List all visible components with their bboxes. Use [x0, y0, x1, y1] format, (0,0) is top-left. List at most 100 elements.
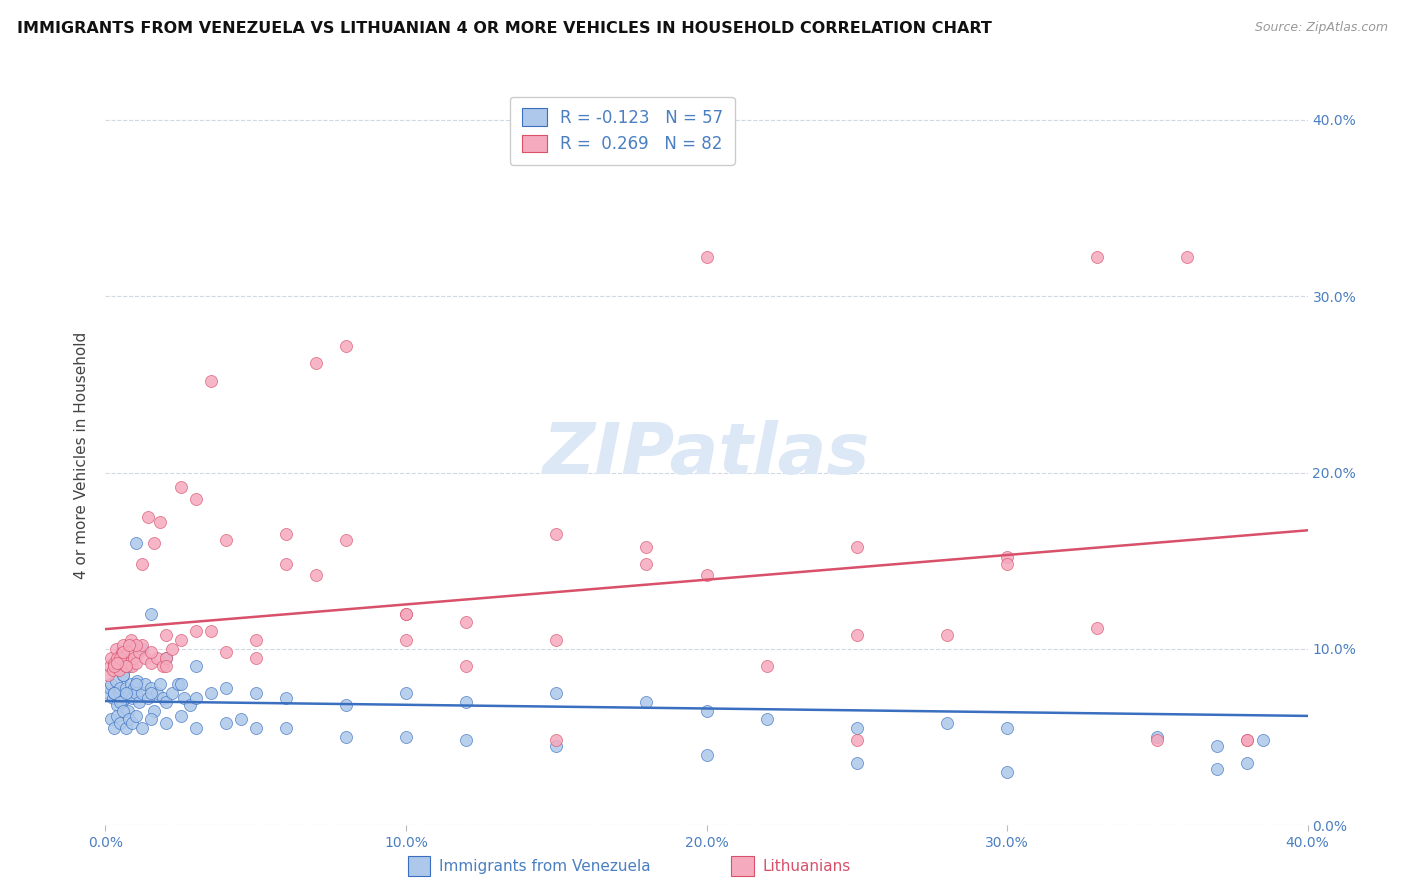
Point: [696, 567, 718, 582]
Point: [134, 677, 156, 691]
Point: [100, 712, 122, 726]
Point: [97, 668, 120, 682]
Point: [115, 721, 138, 735]
Point: [110, 650, 132, 665]
Point: [134, 650, 156, 665]
Point: [104, 641, 127, 656]
Point: [110, 681, 132, 695]
Point: [124, 536, 146, 550]
Point: [136, 691, 159, 706]
Point: [155, 659, 177, 673]
Point: [124, 638, 146, 652]
Point: [995, 558, 1018, 572]
Point: [184, 691, 207, 706]
Point: [1206, 739, 1229, 753]
Point: [1251, 733, 1274, 747]
Point: [1236, 733, 1258, 747]
Point: [305, 567, 328, 582]
Text: IMMIGRANTS FROM VENEZUELA VS LITHUANIAN 4 OR MORE VEHICLES IN HOUSEHOLD CORRELAT: IMMIGRANTS FROM VENEZUELA VS LITHUANIAN …: [17, 21, 991, 37]
Point: [245, 686, 267, 700]
Point: [1085, 251, 1108, 265]
Point: [245, 633, 267, 648]
Point: [103, 721, 125, 735]
Point: [845, 733, 868, 747]
Point: [118, 656, 141, 670]
Point: [845, 756, 868, 771]
Point: [121, 659, 143, 673]
Point: [173, 691, 195, 706]
Point: [395, 633, 418, 648]
Point: [179, 698, 201, 713]
Point: [118, 659, 141, 673]
Point: [1177, 251, 1199, 265]
Point: [696, 251, 718, 265]
Point: [214, 645, 236, 659]
Point: [100, 677, 122, 691]
Point: [114, 691, 136, 706]
Point: [131, 641, 153, 656]
Point: [305, 356, 328, 370]
Point: [1146, 730, 1168, 744]
Point: [696, 747, 718, 762]
Point: [169, 480, 191, 494]
Point: [107, 708, 129, 723]
Point: [200, 686, 222, 700]
Point: [636, 558, 658, 572]
Point: [115, 686, 138, 700]
Point: [274, 691, 297, 706]
Point: [111, 695, 134, 709]
Point: [118, 712, 141, 726]
Point: [103, 656, 125, 670]
Point: [139, 656, 162, 670]
Point: [995, 550, 1018, 565]
Point: [184, 721, 207, 735]
Point: [456, 659, 478, 673]
Point: [103, 686, 125, 700]
Point: [546, 527, 568, 541]
Point: [169, 708, 191, 723]
Point: [117, 704, 139, 718]
Point: [107, 650, 129, 665]
Point: [169, 677, 191, 691]
Point: [100, 650, 122, 665]
Point: [456, 733, 478, 747]
Point: [122, 650, 145, 665]
Point: [112, 668, 135, 682]
Point: [456, 615, 478, 630]
Point: [136, 509, 159, 524]
Point: [124, 656, 146, 670]
Point: [1146, 733, 1168, 747]
Text: Lithuanians: Lithuanians: [762, 859, 851, 873]
Point: [112, 704, 135, 718]
Point: [115, 681, 138, 695]
Point: [755, 659, 778, 673]
Point: [845, 628, 868, 642]
Point: [115, 659, 138, 673]
Point: [845, 721, 868, 735]
Point: [101, 691, 124, 706]
Point: [274, 558, 297, 572]
Point: [546, 633, 568, 648]
Point: [120, 633, 142, 648]
Point: [169, 633, 191, 648]
Point: [128, 695, 150, 709]
Point: [696, 704, 718, 718]
Point: [148, 515, 170, 529]
Point: [142, 704, 165, 718]
Point: [121, 691, 143, 706]
Point: [104, 673, 127, 688]
Point: [110, 715, 132, 730]
Point: [103, 659, 125, 673]
Point: [115, 659, 138, 673]
Point: [995, 721, 1018, 735]
Point: [145, 686, 167, 700]
Point: [139, 607, 162, 621]
Y-axis label: 4 or more Vehicles in Household: 4 or more Vehicles in Household: [75, 331, 90, 579]
Point: [131, 558, 153, 572]
Point: [546, 739, 568, 753]
Point: [456, 695, 478, 709]
Point: [112, 668, 135, 682]
Point: [117, 645, 139, 659]
Point: [131, 638, 153, 652]
Point: [155, 695, 177, 709]
